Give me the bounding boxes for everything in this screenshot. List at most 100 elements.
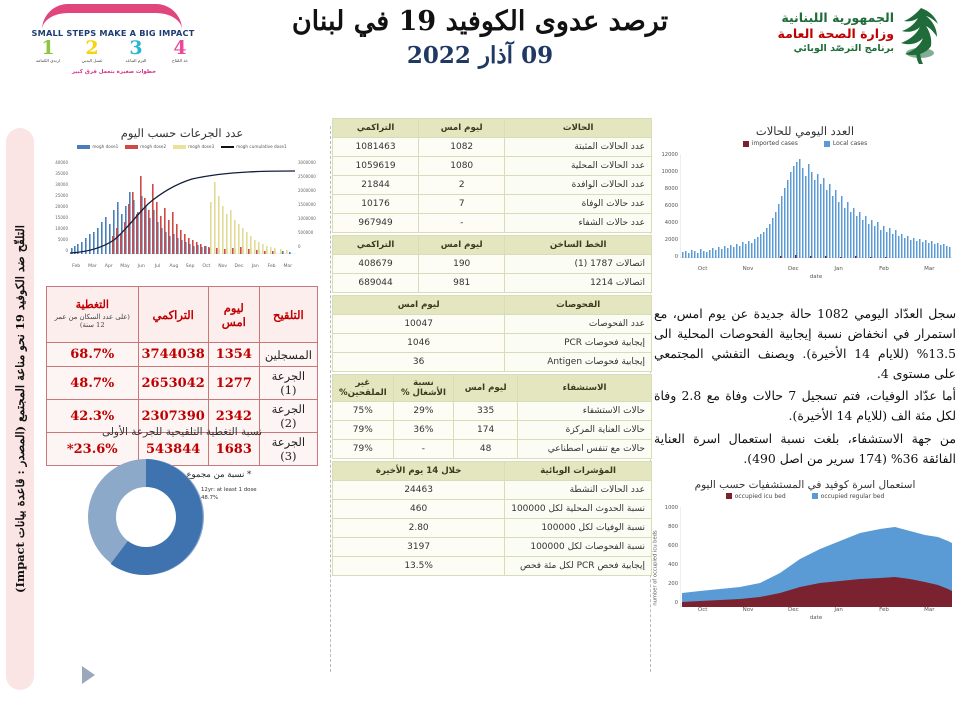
step-caption: التزم التباعد [125, 58, 147, 63]
statistics-tables-panel: الحالات ليوم امس التراكمي عدد الحالات ال… [331, 118, 652, 714]
table-row: إيجابية فحوصات PCR 1046 [331, 333, 652, 353]
vaccination-panel: عدد الجرعات حسب اليوم mogh dose1 mogh do… [38, 126, 326, 690]
doses-chart-legend: mogh dose1 mogh dose2 mogh dose3 mogh cu… [38, 144, 326, 149]
legend-label: mogh dose3 [188, 144, 215, 149]
row-label: اتصالات 1214 [504, 273, 652, 293]
campaign-slogan: SMALL STEPS MAKE A BIG IMPACT [31, 28, 195, 38]
vax-yesterday: 1354 [207, 342, 260, 367]
beds-y-axis-label: number of occupied icu beds [652, 530, 659, 606]
vax-coverage: 42.3% [46, 399, 139, 433]
row-value: 3197 [331, 537, 506, 557]
vax-col-cumulative: التراكمي [137, 286, 209, 343]
step-caption: خذ اللقاح [171, 58, 189, 63]
row-cumulative: 10176 [331, 194, 420, 214]
table-row: عدد الحالات الوافدة 2 21844 [331, 175, 652, 195]
cases-table: الحالات ليوم امس التراكمي عدد الحالات ال… [331, 118, 652, 233]
doses-plot-area [68, 170, 296, 254]
doses-x-axis-months: Feb Mar Apr May Jun Jul Aug Sep Oct Nov … [72, 264, 293, 269]
table-header-row: التلقيح ليوم امس التراكمي التغطية (على ع… [46, 286, 319, 343]
row-yesterday: 7 [418, 194, 506, 214]
row-label: عدد حالات الشفاء [504, 213, 652, 233]
row-cumulative: 21844 [331, 175, 420, 195]
row-cumulative: 408679 [331, 254, 420, 274]
row-label: نسبة الحدوث المحلية لكل 100000 [504, 499, 652, 519]
daily-cases-x-axis-months: Oct Nov Dec Jan Feb Mar [697, 266, 935, 272]
charts-and-summary-panel: العدد اليومي للحالات imported cases Loca… [652, 124, 958, 714]
row-value: 460 [331, 499, 506, 519]
row-label: عدد الحالات النشطة [504, 480, 652, 500]
vax-yesterday: 2342 [207, 399, 260, 433]
hosp-col-unvaccinated: غير الملقحين% [332, 374, 394, 402]
row-label: اتصالات 1787 (1) [504, 254, 652, 274]
legend-swatch-local [823, 140, 830, 147]
doses-per-day-chart: mogh dose1 mogh dose2 mogh dose3 mogh cu… [38, 144, 326, 284]
hospitalization-table: الاستشفاء ليوم امس نسبة الأشغال % غير ال… [332, 374, 652, 459]
table-row: الجرعة (1) 1277 2653042 48.7% [46, 366, 319, 400]
tests-table: الفحوصات ليوم امس عدد الفحوصات 10047 إيج… [331, 295, 652, 372]
cedar-tree-icon [901, 8, 938, 64]
table-row: عدد الفحوصات 10047 [331, 314, 652, 334]
vax-yesterday: 1277 [207, 366, 260, 400]
table-row: عدد الحالات المثبتة 1082 1081463 [331, 137, 652, 157]
row-unvaccinated: 79% [332, 420, 394, 440]
daily-cases-y-axis: 12000 10000 8000 6000 4000 2000 0 [661, 152, 678, 260]
vaccination-table-wrap: التلقيح ليوم امس التراكمي التغطية (على ع… [46, 286, 319, 480]
vax-yesterday: 1683 [207, 432, 260, 466]
table-header-row: المؤشرات الوبائية خلال 14 يوم الأخيرة [331, 461, 652, 481]
table-header-row: الفحوصات ليوم امس [331, 295, 652, 315]
row-label: عدد الحالات الوافدة [504, 175, 652, 195]
table-row: حالات مع تنفس اصطناعي 48 - 79% [332, 439, 652, 459]
beds-y-axis: 1000 800 600 400 200 0 [664, 504, 678, 606]
hotline-col-label: الخط الساخن [504, 235, 652, 255]
column-divider [330, 126, 331, 672]
donut-chart-title: نسبة التغطية التلقيحية للجرعة الأولى [101, 426, 263, 438]
row-label: عدد الفحوصات [504, 314, 652, 334]
row-yesterday: 1080 [418, 156, 506, 176]
legend-label: mogh dose1 [92, 144, 119, 149]
row-label: عدد حالات الوفاة [504, 194, 652, 214]
row-occupancy: 36% [392, 420, 455, 440]
moph-line3: برنامج الترصّد الوبائي [793, 43, 894, 54]
row-value: 2.80 [331, 518, 506, 538]
row-label: حالات العناية المركزة [517, 420, 652, 440]
play-triangle-icon [82, 666, 95, 684]
row-yesterday: 2 [418, 175, 506, 195]
cases-col-cumulative: التراكمي [331, 118, 420, 138]
legend-swatch-dose1 [77, 145, 91, 149]
campaign-step: 2 غسل اليدين [72, 39, 112, 71]
row-label: نسبة الفحوصات لكل 100000 [504, 537, 652, 557]
table-row: المسجلين 1354 3744038 68.7% [46, 342, 319, 367]
row-value: 24463 [331, 480, 506, 500]
campaign-subtitle: خطوات صغيرة بتعمل فرق كبير [71, 69, 157, 75]
vax-col-label: التلقيح [258, 286, 319, 343]
table-row: عدد الحالات المحلية 1080 1059619 [331, 156, 652, 176]
daily-cases-x-axis-label: date [809, 274, 823, 280]
table-row: حالات العناية المركزة 174 36% 79% [332, 420, 652, 440]
daily-cases-chart-title: العدد اليومي للحالات [755, 124, 855, 138]
daily-cases-plot-area [680, 154, 952, 258]
legend-item: Local cases [823, 140, 867, 147]
beds-chart-title: استعمال اسرة كوفيد في المستشفيات حسب الي… [694, 478, 916, 491]
campaign-logo: SMALL STEPS MAKE A BIG IMPACT 1 ارتدي ال… [18, 2, 208, 75]
campaign-steps: 1 ارتدي الكمامة 2 غسل اليدين 3 التزم الت… [28, 39, 200, 71]
sidebar-banner-label: التلقّح ضد الكوفيد 19 نحو مناعة المجتمع … [13, 225, 27, 593]
vax-coverage: 23.6%* [46, 432, 139, 466]
row-occupancy: 29% [392, 401, 455, 421]
table-row: الجرعة (3) 1683 543844 23.6%* [46, 432, 319, 466]
row-cumulative: 1059619 [331, 156, 420, 176]
summary-paragraph-2: أما عدّاد الوفيات، فتم تسجيل 7 حالات وفا… [654, 388, 956, 424]
table-row: عدد حالات الشفاء - 967949 [331, 213, 652, 233]
legend-label: occupied icu bed [734, 492, 786, 500]
epidemiological-indicators-table: المؤشرات الوبائية خلال 14 يوم الأخيرة عد… [331, 461, 652, 576]
vax-cumulative: 3744038 [137, 342, 209, 367]
page-title: ترصد عدوى الكوفيد 19 في لبنان 09 آذار 20… [240, 4, 720, 69]
tests-col-yesterday: ليوم امس [331, 295, 506, 315]
table-row: نسبة الحدوث المحلية لكل 100000 460 [331, 499, 652, 519]
legend-swatch-dose3 [173, 145, 187, 149]
vax-col-coverage: التغطية (على عدد السكان من عمر 12 سنة) [46, 286, 139, 343]
row-value: 10047 [331, 314, 506, 334]
vax-row-label: الجرعة (1) [258, 366, 319, 400]
donut-svg [88, 459, 204, 575]
vaccination-table: التلقيح ليوم امس التراكمي التغطية (على ع… [46, 286, 319, 466]
row-label: حالات مع تنفس اصطناعي [517, 439, 652, 459]
